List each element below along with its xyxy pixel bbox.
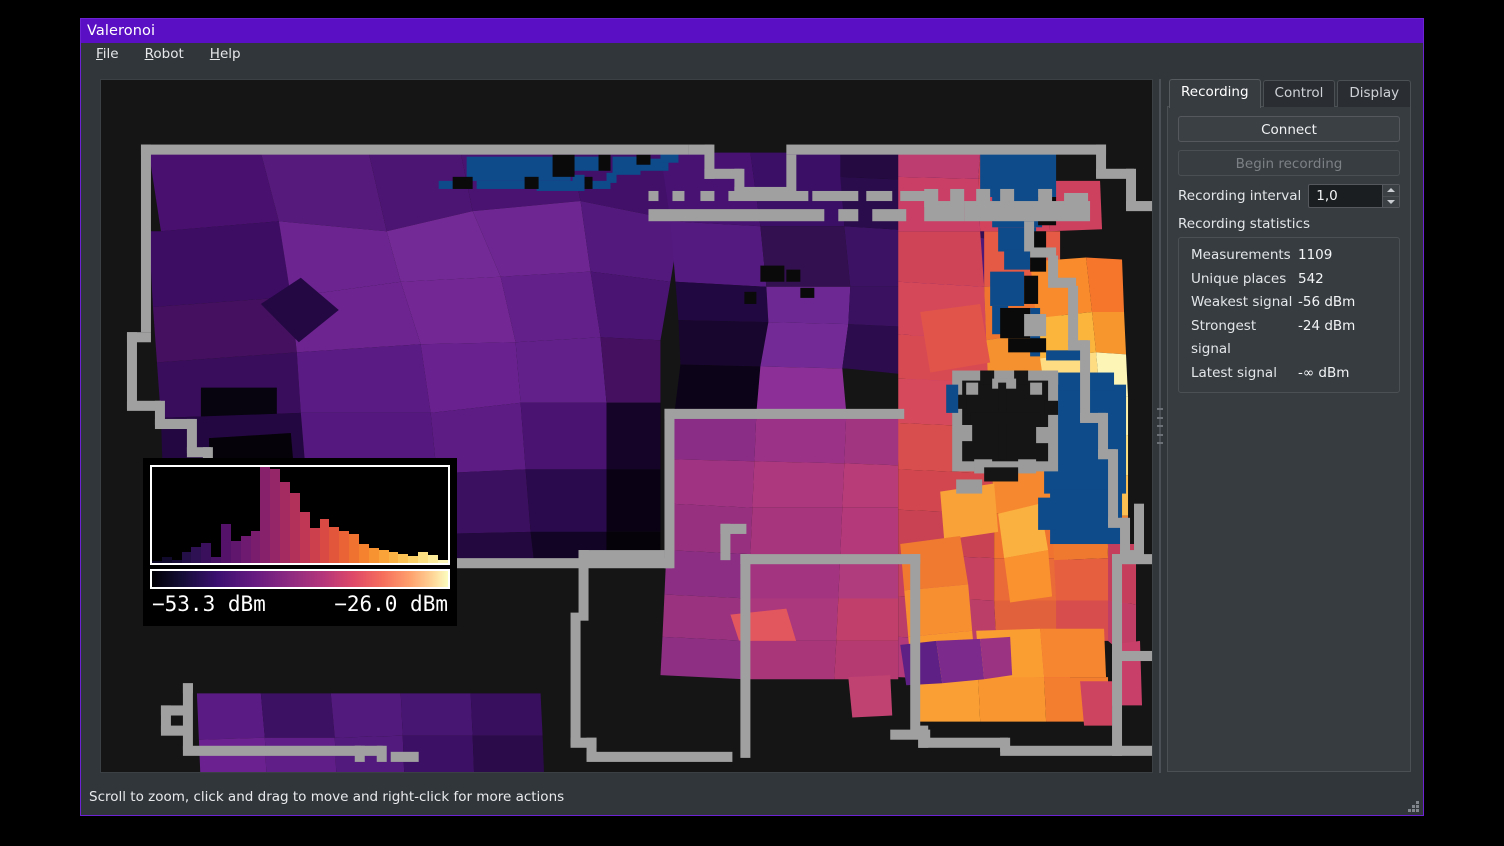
legend-labels: −53.3 dBm −26.0 dBm [150,592,450,616]
histogram-bar [161,557,172,563]
recording-interval-row: Recording interval 1,0 seconds [1178,184,1400,208]
stat-row-strongest-signal: Strongest signal -24 dBm [1183,315,1395,362]
begin-recording-button: Begin recording [1178,150,1400,176]
stat-key: Strongest signal [1191,317,1257,358]
histogram-bars [152,467,448,563]
histogram-bar [398,553,409,563]
side-panel: Recording Control Display Connect Begin … [1167,79,1412,773]
histogram-bar [349,533,360,563]
menu-bar: File Robot Help [81,43,1423,65]
histogram-bar [250,531,261,563]
histogram-bar [428,554,438,563]
menu-item-robot-mnemonic: R [144,46,154,62]
menu-item-help-rest: elp [219,46,241,62]
legend-min-label: −53.3 dBm [152,592,266,616]
histogram-bar [240,536,251,563]
panel-splitter[interactable] [1153,79,1167,773]
recording-statistics-label: Recording statistics [1178,216,1310,232]
histogram-bar [211,557,222,563]
application-window: Valeronoi File Robot Help [80,18,1424,816]
histogram-bar [171,559,182,563]
spinbox-down-icon[interactable] [1383,195,1399,208]
histogram-bar [319,518,330,563]
stat-row-measurements: Measurements 1109 [1183,244,1395,268]
status-bar: Scroll to zoom, click and drag to move a… [81,779,1423,815]
histogram-bar [408,555,419,563]
heatmap-cells [148,152,1143,772]
stat-value: 1109 [1298,247,1333,263]
spinbox-arrows[interactable] [1382,185,1399,207]
walls [126,144,1152,762]
histogram-bar [280,482,291,563]
window-title: Valeronoi [87,23,156,39]
central-area: −53.3 dBm −26.0 dBm Recording Control Di… [81,65,1423,779]
histogram-bar [260,467,271,563]
stat-key: Weakest signal [1191,294,1293,310]
map-view[interactable]: −53.3 dBm −26.0 dBm [100,79,1153,773]
stat-value: -56 dBm [1298,294,1356,310]
histogram-bar [368,547,379,563]
signal-legend: −53.3 dBm −26.0 dBm [143,458,457,626]
spinbox-up-icon[interactable] [1383,185,1399,196]
legend-max-label: −26.0 dBm [334,592,448,616]
histogram-bar [309,527,320,563]
histogram-bar [191,546,202,563]
histogram-bar [152,560,162,563]
tab-display[interactable]: Display [1337,80,1412,107]
tab-recording[interactable]: Recording [1169,79,1261,108]
histogram-bar [388,552,399,563]
stat-value: -24 dBm [1298,317,1356,334]
histogram-bar [181,552,192,563]
histogram-bar [299,511,310,563]
menu-item-file-rest: ile [102,46,119,62]
menu-item-robot[interactable]: Robot [142,45,187,63]
histogram-bar [359,544,369,563]
menu-item-help[interactable]: Help [207,45,244,63]
histogram-bar [378,550,389,563]
connect-button[interactable]: Connect [1178,116,1400,142]
panel-tab-bar: Recording Control Display [1169,79,1412,108]
histogram-panel [150,465,450,565]
histogram-bar [329,526,340,563]
recording-interval-spinbox[interactable]: 1,0 seconds [1308,184,1400,208]
histogram-bar [230,540,241,563]
stat-key: Latest signal [1191,364,1277,381]
histogram-bar [290,492,300,563]
splitter-grip[interactable] [1156,406,1164,446]
recording-tab-pane: Connect Begin recording Recording interv… [1167,106,1411,772]
recording-interval-value[interactable]: 1,0 seconds [1316,188,1338,204]
stat-key: Measurements [1191,247,1291,263]
histogram-bar [221,524,231,563]
recording-interval-label: Recording interval [1178,188,1302,204]
stat-value: 542 [1298,270,1324,287]
tab-control[interactable]: Control [1262,80,1336,107]
stat-value: -∞ dBm [1298,364,1350,381]
histogram-bar [418,552,429,563]
histogram-bar [437,559,448,563]
status-message: Scroll to zoom, click and drag to move a… [89,789,565,805]
stat-row-latest-signal: Latest signal -∞ dBm [1183,362,1395,386]
menu-item-robot-rest: obot [153,46,184,62]
menu-item-file[interactable]: File [93,45,122,63]
router-obstacle-cluster [946,370,1059,494]
histogram-bar [270,469,281,563]
histogram-bar [339,531,350,563]
recording-statistics-box: Measurements 1109 Unique places 542 Weak… [1178,237,1400,393]
colormap-bar [150,569,450,589]
stat-row-weakest-signal: Weakest signal -56 dBm [1183,291,1395,315]
resize-grip-icon[interactable] [1405,798,1419,812]
histogram-bar [201,543,212,563]
menu-item-help-mnemonic: H [209,46,220,62]
voronoi-heatmap[interactable] [101,80,1152,772]
title-bar: Valeronoi [81,19,1423,43]
stat-key: Unique places [1191,270,1287,287]
menu-item-file-mnemonic: F [96,46,103,62]
stat-row-unique-places: Unique places 542 [1183,268,1395,292]
